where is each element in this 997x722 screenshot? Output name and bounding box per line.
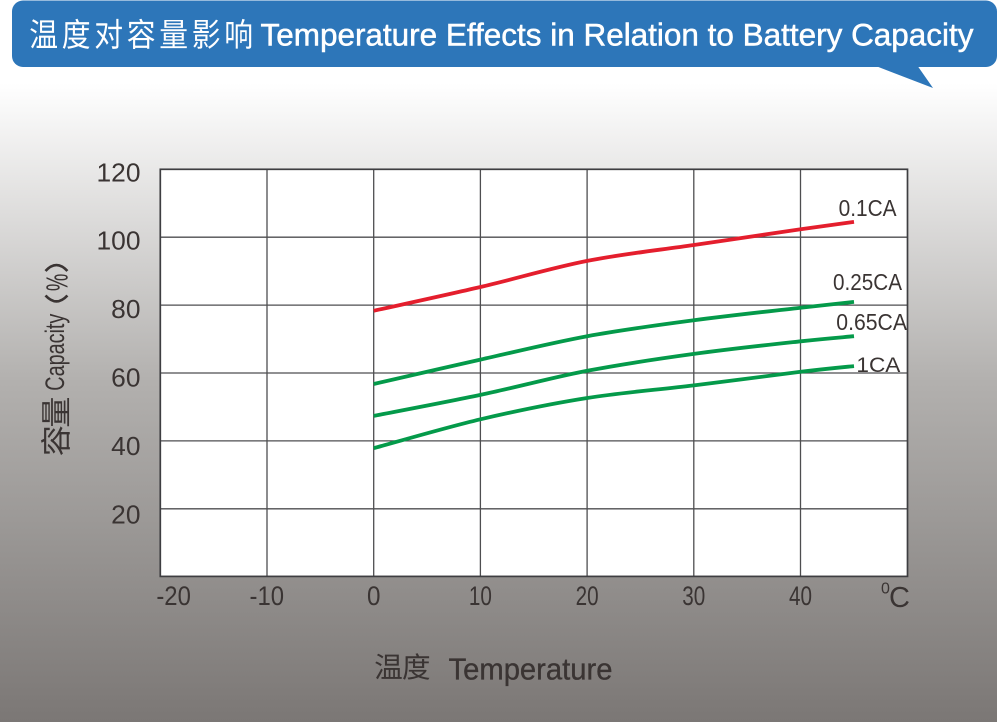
svg-text:1CA: 1CA [856, 353, 901, 377]
svg-text:20: 20 [576, 581, 599, 611]
svg-text:Temperature: Temperature [449, 652, 613, 687]
svg-text:60: 60 [111, 364, 140, 392]
svg-text:C: C [889, 582, 910, 614]
svg-text:%: % [40, 274, 74, 292]
svg-text:80: 80 [111, 296, 140, 324]
svg-text:100: 100 [97, 228, 141, 256]
svg-text:10: 10 [469, 581, 492, 611]
svg-text:-20: -20 [156, 581, 191, 611]
svg-text:Capacity: Capacity [40, 313, 70, 390]
svg-text:Temperature Effects in Relatio: Temperature Effects in Relation to Batte… [261, 18, 974, 53]
svg-text:120: 120 [97, 159, 141, 187]
svg-text:0: 0 [881, 581, 890, 598]
svg-text:0: 0 [367, 581, 381, 611]
svg-text:0.25CA: 0.25CA [833, 269, 903, 295]
svg-text:30: 30 [682, 581, 705, 611]
svg-text:20: 20 [111, 501, 140, 529]
svg-text:0.1CA: 0.1CA [839, 195, 898, 221]
svg-text:0.65CA: 0.65CA [836, 309, 907, 335]
svg-text:40: 40 [111, 433, 140, 461]
svg-text:40: 40 [789, 581, 812, 611]
svg-text:-10: -10 [250, 581, 285, 611]
